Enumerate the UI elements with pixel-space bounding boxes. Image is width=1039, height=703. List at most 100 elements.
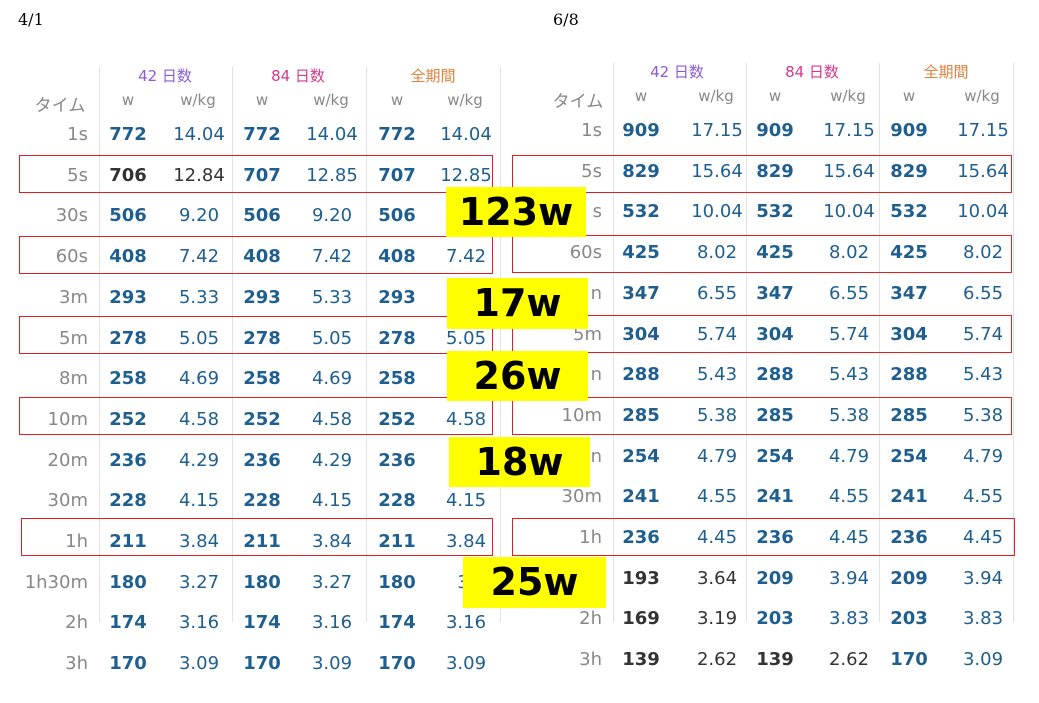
watts-value: 293 <box>378 286 416 308</box>
watts-value: 772 <box>378 124 416 145</box>
wkg-value: 5.05 <box>178 327 220 349</box>
right-wkg-header: w/kg <box>698 87 734 105</box>
watts-value: 258 <box>378 368 416 390</box>
row-time-label: 3m <box>59 286 88 308</box>
highlight-row-box <box>512 397 1012 435</box>
wkg-value: 5.38 <box>828 404 870 426</box>
watts-value: 203 <box>890 608 928 630</box>
wkg-value: 7.42 <box>445 246 487 268</box>
wkg-value: 9.20 <box>178 205 220 227</box>
left-group-header: 84 日数 <box>271 67 325 85</box>
watts-value: 254 <box>890 445 928 467</box>
watts-value: 241 <box>890 486 928 508</box>
highlight-row-box <box>19 155 493 193</box>
watts-value: 180 <box>109 571 147 593</box>
row-time-label: 60s <box>55 246 88 268</box>
watts-value: 241 <box>756 486 794 508</box>
row-time-label: 2h <box>65 612 88 634</box>
watts-value: 707 <box>378 164 416 186</box>
wkg-value: 4.15 <box>178 490 220 512</box>
watts-value: 170 <box>109 653 147 675</box>
wkg-value: 5.33 <box>178 286 220 308</box>
watts-value: 347 <box>622 282 660 304</box>
wkg-value: 17.15 <box>691 120 743 141</box>
wkg-value: 10.04 <box>691 201 743 223</box>
wkg-value: 14.04 <box>306 124 358 145</box>
left-wkg-header: w/kg <box>313 91 349 109</box>
watts-value: 139 <box>756 649 794 671</box>
watts-value: 170 <box>243 653 281 675</box>
watts-value: 170 <box>890 649 928 671</box>
wkg-value: 8.02 <box>696 242 738 264</box>
left-w-header: w <box>121 91 135 109</box>
watts-value: 909 <box>756 120 794 141</box>
wkg-value: 4.29 <box>311 449 353 471</box>
wkg-value: 4.79 <box>828 445 870 467</box>
column-separator <box>99 67 100 622</box>
highlight-row-box <box>19 316 493 354</box>
right-w-header: w <box>768 87 782 105</box>
right-group-header: 84 日数 <box>785 63 839 81</box>
left-w-header: w <box>255 91 269 109</box>
row-time-label: n <box>590 282 602 304</box>
wkg-value: 4.58 <box>178 408 220 430</box>
watts-value: 278 <box>243 327 281 349</box>
wkg-value: 7.42 <box>178 246 220 268</box>
wkg-value: 15.64 <box>957 160 1009 182</box>
wkg-value: 4.58 <box>445 408 487 430</box>
left-wkg-header: w/kg <box>447 91 483 109</box>
column-separator <box>366 67 367 622</box>
row-time-label: 2h <box>579 608 602 630</box>
watts-value: 211 <box>243 531 281 552</box>
wkg-value: 3.84 <box>178 531 220 552</box>
watts-value: 772 <box>243 124 281 145</box>
wkg-value: 3.64 <box>696 567 738 589</box>
watts-value: 288 <box>756 364 794 386</box>
wkg-value: 5.38 <box>962 404 1004 426</box>
wkg-value: 4.55 <box>962 486 1004 508</box>
wkg-value: 4.15 <box>311 490 353 512</box>
column-separator <box>746 63 747 622</box>
highlight-row-box <box>21 518 493 556</box>
wkg-value: 3.84 <box>445 531 487 552</box>
wkg-value: 5.38 <box>696 404 738 426</box>
row-time-label: 1h <box>579 527 602 548</box>
watts-value: 304 <box>756 323 794 345</box>
left-w-header: w <box>390 91 404 109</box>
wkg-value: 3.27 <box>178 571 220 593</box>
row-time-label: 1h <box>65 531 88 552</box>
watts-value: 347 <box>890 282 928 304</box>
wkg-value: 4.69 <box>178 368 220 390</box>
watts-value: 228 <box>243 490 281 512</box>
watts-value: 772 <box>109 124 147 145</box>
wkg-value: 4.45 <box>962 527 1004 548</box>
watts-value: 236 <box>622 527 660 548</box>
column-separator <box>613 63 614 622</box>
watts-value: 285 <box>756 404 794 426</box>
difference-badge: 25w <box>463 557 606 608</box>
watts-value: 278 <box>109 327 147 349</box>
right-time-header: タイム <box>552 92 604 112</box>
watts-value: 180 <box>378 571 416 593</box>
watts-value: 211 <box>378 531 416 552</box>
wkg-value: 4.69 <box>311 368 353 390</box>
wkg-value: 8.02 <box>962 242 1004 264</box>
row-time-label: 30s <box>55 205 88 227</box>
right-w-header: w <box>902 87 916 105</box>
wkg-value: 3.83 <box>828 608 870 630</box>
watts-value: 532 <box>756 201 794 223</box>
right-w-header: w <box>634 87 648 105</box>
watts-value: 506 <box>378 205 416 227</box>
wkg-value: 3.94 <box>962 567 1004 589</box>
watts-value: 707 <box>243 164 281 186</box>
wkg-value: 14.04 <box>173 124 225 145</box>
row-time-label: n <box>590 445 602 467</box>
row-time-label: 1h30m <box>24 571 88 593</box>
wkg-value: 5.74 <box>962 323 1004 345</box>
watts-value: 236 <box>109 449 147 471</box>
wkg-value: 5.43 <box>962 364 1004 386</box>
wkg-value: 2.62 <box>696 649 738 671</box>
row-time-label: 8m <box>59 368 88 390</box>
wkg-value: 7.42 <box>311 246 353 268</box>
watts-value: 241 <box>622 486 660 508</box>
